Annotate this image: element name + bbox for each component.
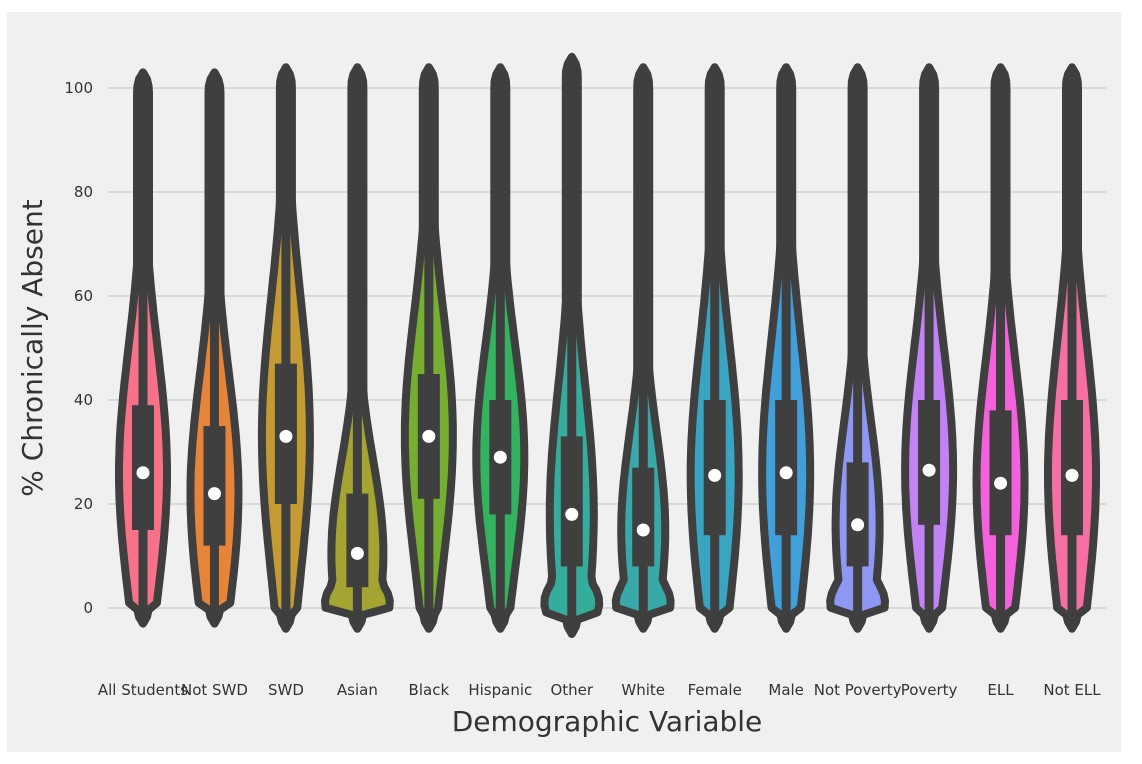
violin-median-point: [136, 466, 150, 480]
violin-median-point: [708, 468, 722, 482]
x-tick-label: Hispanic: [468, 681, 532, 699]
x-tick-label: Male: [768, 681, 804, 699]
x-tick-label: Not Poverty: [814, 681, 902, 699]
x-tick-label: SWD: [268, 681, 304, 699]
y-tick-label: 20: [74, 495, 93, 513]
violin-male: [758, 63, 815, 633]
violin-white: [611, 63, 675, 633]
y-tick-label: 100: [64, 79, 93, 97]
violin-median-point: [350, 546, 364, 560]
violin-median-point: [565, 507, 579, 521]
violin-not-ell: [1044, 63, 1100, 633]
x-tick-label: Black: [409, 681, 450, 699]
violin-median-point: [207, 487, 221, 501]
violin-median-point: [636, 523, 650, 537]
x-tick-label: Poverty: [901, 681, 958, 699]
violin-median-point: [1065, 468, 1079, 482]
violin-median-point: [851, 518, 865, 532]
violin-female: [686, 63, 743, 633]
violin-ell: [972, 63, 1029, 633]
violin-all-students: [115, 68, 171, 628]
y-axis-title: % Chronically Absent: [16, 199, 49, 496]
violin-median-point: [493, 450, 507, 464]
violin-iqr-box: [1061, 400, 1083, 536]
violin-asian: [321, 63, 394, 633]
y-tick-label: 80: [74, 183, 93, 201]
x-tick-label: Not SWD: [181, 681, 248, 699]
violin-iqr-box: [918, 400, 941, 525]
y-tick-labels: 0 20 40 60 80 100: [64, 79, 93, 617]
y-tick-label: 60: [74, 287, 93, 305]
violin-iqr-box: [346, 493, 369, 588]
x-tick-label: Not ELL: [1043, 681, 1101, 699]
x-tick-label: Other: [550, 681, 593, 699]
violin-median-point: [994, 476, 1008, 490]
x-tick-label: Asian: [337, 681, 378, 699]
x-tick-label: All Students: [98, 681, 188, 699]
violin-poverty: [901, 63, 958, 633]
violin-median-point: [279, 429, 293, 443]
violin-iqr-box: [632, 467, 655, 567]
violin-median-point: [779, 466, 793, 480]
x-tick-label: White: [621, 681, 665, 699]
y-tick-label: 0: [83, 599, 93, 617]
violin-other: [540, 52, 604, 638]
x-tick-label: ELL: [987, 681, 1014, 699]
violins: [115, 52, 1100, 638]
y-tick-label: 40: [74, 391, 93, 409]
violin-not-swd: [186, 68, 243, 628]
x-axis-title: Demographic Variable: [452, 705, 763, 738]
violin-iqr-box: [560, 436, 583, 567]
violin-median-point: [922, 463, 936, 477]
violin-median-point: [422, 429, 436, 443]
violin-iqr-box: [846, 462, 869, 567]
violin-hispanic: [472, 63, 529, 633]
violin-black: [400, 63, 457, 633]
x-tick-label: Female: [688, 681, 742, 699]
violin-swd: [257, 63, 314, 633]
violin-iqr-box: [203, 426, 226, 546]
violin-iqr-box: [989, 410, 1012, 536]
violin-iqr-box: [703, 400, 726, 536]
violin-not-poverty: [826, 63, 889, 633]
